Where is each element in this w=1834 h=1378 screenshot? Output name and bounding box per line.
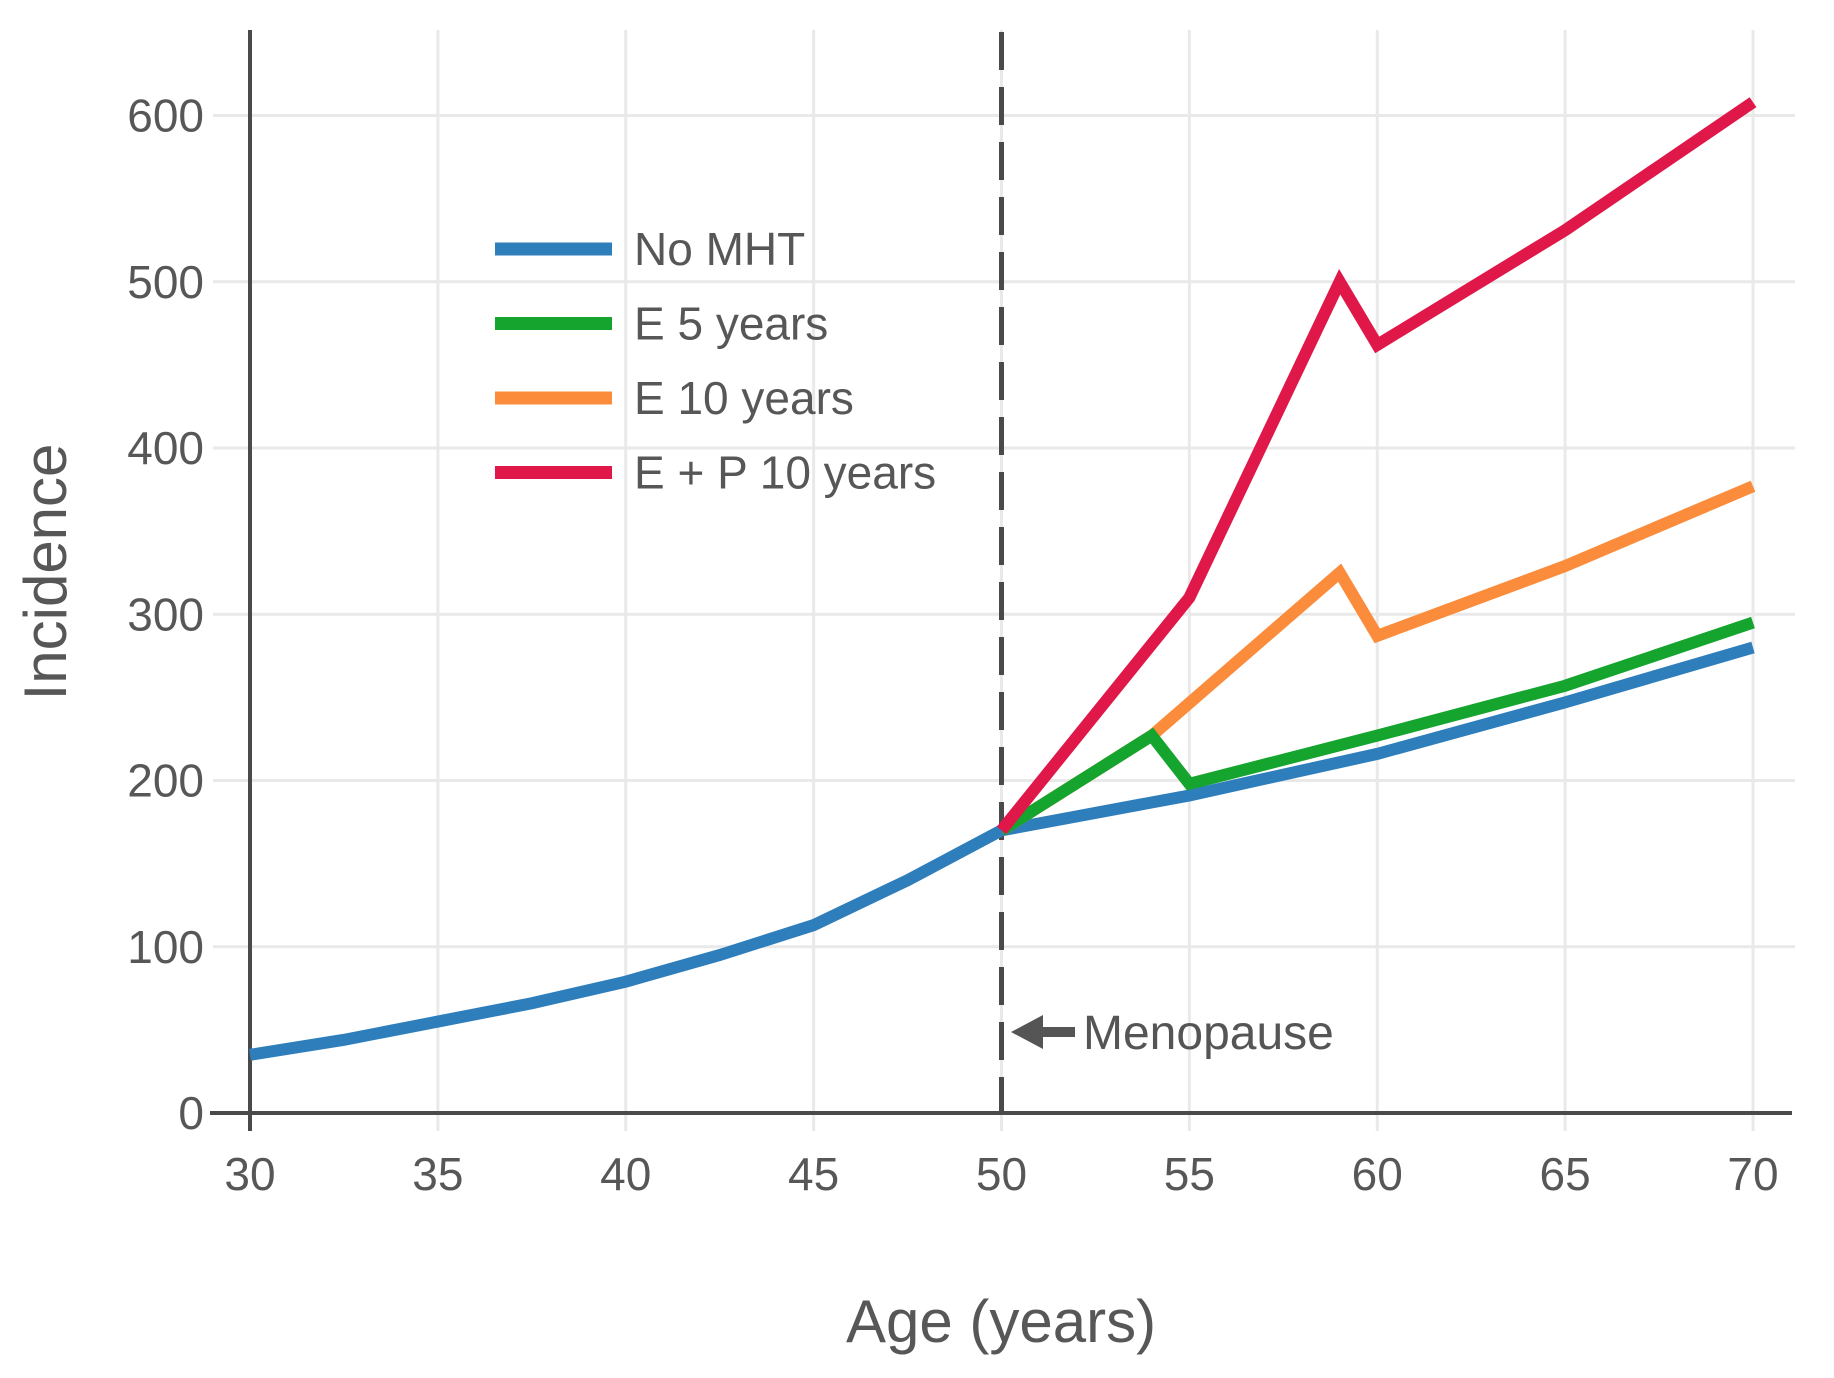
series-line-no-mht bbox=[249, 641, 1755, 1061]
y-tick-label: 200 bbox=[127, 755, 204, 807]
x-tick-label: 55 bbox=[1164, 1148, 1215, 1200]
legend-label-4: E + P 10 years bbox=[634, 447, 936, 499]
y-tick-label: 100 bbox=[127, 921, 204, 973]
menopause-annotation: Menopause bbox=[1011, 1007, 1334, 1060]
tick-labels: 30 35 40 45 50 55 60 65 70 0 100 200 300 400 500 600 bbox=[127, 90, 1778, 1201]
x-tick-label: 50 bbox=[976, 1148, 1027, 1200]
x-tick-label: 60 bbox=[1352, 1148, 1403, 1200]
x-tick-label: 35 bbox=[412, 1148, 463, 1200]
legend-label-3: E 10 years bbox=[634, 372, 854, 424]
y-tick-label: 300 bbox=[127, 588, 204, 640]
x-tick-label: 45 bbox=[788, 1148, 839, 1200]
legend-label-1: No MHT bbox=[634, 223, 805, 275]
x-tick-label: 40 bbox=[600, 1148, 651, 1200]
y-axis-title: Incidence bbox=[12, 444, 79, 701]
axes bbox=[210, 30, 1792, 1131]
series-line-e-5-years bbox=[998, 616, 1755, 836]
x-axis-title: Age (years) bbox=[846, 1288, 1156, 1355]
x-tick-label: 30 bbox=[224, 1148, 275, 1200]
y-tick-label: 600 bbox=[127, 90, 204, 142]
data-series-lines bbox=[249, 97, 1757, 1061]
series-line-e-p-10-years bbox=[996, 97, 1757, 835]
legend: No MHT E 5 years E 10 years E + P 10 years bbox=[495, 223, 936, 499]
legend-label-2: E 5 years bbox=[634, 298, 828, 350]
left-arrow-icon bbox=[1011, 1015, 1075, 1049]
menopause-annotation-label: Menopause bbox=[1083, 1007, 1334, 1060]
x-tick-label: 70 bbox=[1727, 1148, 1778, 1200]
y-tick-label: 400 bbox=[127, 422, 204, 474]
x-tick-label: 65 bbox=[1540, 1148, 1591, 1200]
y-tick-label: 0 bbox=[178, 1087, 204, 1139]
y-tick-label: 500 bbox=[127, 256, 204, 308]
gridlines bbox=[213, 30, 1795, 1131]
